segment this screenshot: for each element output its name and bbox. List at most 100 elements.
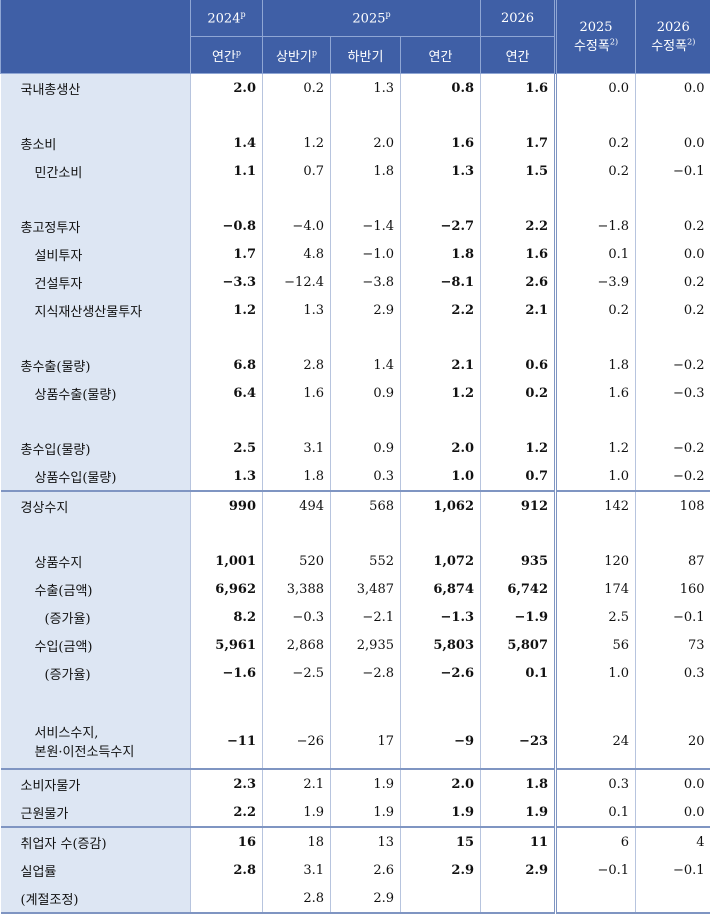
data-row: 소비자물가 2.3 2.1 1.9 2.0 1.8 0.3 0.0: [0, 768, 710, 798]
value-cell: 17: [330, 714, 401, 769]
value-cell: −9: [399, 714, 481, 769]
spacer-cell: [554, 185, 636, 212]
value-cell: 5,807: [480, 631, 556, 659]
value-cell: −2.6: [399, 659, 481, 687]
row-label: 근원물가: [0, 798, 191, 827]
spacer-cell: [480, 407, 556, 434]
data-row: 서비스수지, 본원·이전소득수지 −11 −26 17 −9 −23 24 20: [0, 714, 710, 769]
header-text: 수정폭: [573, 38, 610, 54]
row-label: 총수출(물량): [0, 351, 191, 379]
label-text: 총수출(물량): [20, 359, 91, 375]
value-cell: 0.0: [635, 768, 710, 798]
header-note: 2): [609, 37, 619, 47]
value-cell: 0.2: [554, 157, 636, 185]
value-cell: 4.8: [262, 240, 331, 268]
value-cell: 142: [554, 490, 636, 520]
spacer-cell: [554, 324, 636, 351]
value-cell: 0.8: [399, 73, 481, 102]
row-label: 건설투자: [0, 268, 191, 296]
data-row: 설비투자 1.7 4.8 −1.0 1.8 1.6 0.1 0.0: [0, 240, 710, 268]
row-label: 소비자물가: [0, 768, 191, 798]
value-cell: 1.2: [190, 296, 263, 324]
spacer-cell: [635, 185, 710, 212]
value-cell: 1.4: [330, 351, 401, 379]
value-cell: 56: [554, 631, 636, 659]
row-label: 민간소비: [0, 157, 191, 185]
value-cell: 2.2: [190, 798, 263, 827]
data-row: 총수입(물량) 2.5 3.1 0.9 2.0 1.2 1.2 −0.2: [0, 434, 710, 462]
value-cell: 4: [635, 826, 710, 856]
header-text: 수정폭: [651, 38, 688, 54]
value-cell: 1.8: [262, 462, 331, 491]
value-cell: 1.8: [480, 768, 556, 798]
spacer-cell: [554, 520, 636, 547]
value-cell: 0.3: [554, 768, 636, 798]
value-cell: 1.0: [554, 659, 636, 687]
spacer-cell: [0, 520, 191, 547]
data-row: 상품수입(물량) 1.3 1.8 0.3 1.0 0.7 1.0 −0.2: [0, 462, 710, 491]
value-cell: 1.6: [480, 73, 556, 102]
value-cell: 2,868: [262, 631, 331, 659]
value-cell: 174: [554, 575, 636, 603]
row-label: 경상수지: [0, 490, 191, 520]
value-cell: −4.0: [262, 212, 331, 240]
value-cell: −0.1: [635, 856, 710, 884]
data-row: 지식재산생산물투자 1.2 1.3 2.9 2.2 2.1 0.2 0.2: [0, 296, 710, 324]
value-cell: 2.8: [262, 351, 331, 379]
spacer-cell: [480, 520, 556, 547]
value-cell: 87: [635, 547, 710, 575]
spacer-cell: [330, 520, 401, 547]
header-text: 2026: [500, 10, 535, 26]
header-note: p: [311, 48, 317, 58]
table-body: 국내총생산 2.0 0.2 1.3 0.8 1.6 0.0 0.0 총소비 1.4 1.2 2.0 1.…: [0, 73, 710, 914]
label-text: 상품수지: [34, 555, 83, 571]
value-cell: 0.2: [635, 212, 710, 240]
label-text: 경상수지: [20, 500, 69, 516]
value-cell: [190, 884, 263, 914]
header-cell: 2024p: [190, 0, 263, 37]
value-cell: −3.8: [330, 268, 401, 296]
value-cell: 1.3: [190, 462, 263, 491]
value-cell: 2.8: [190, 856, 263, 884]
label-text: 취업자 수(증감): [20, 836, 107, 852]
value-cell: 2.1: [262, 768, 331, 798]
header-text: 2026: [656, 19, 690, 35]
value-cell: 1.4: [190, 129, 263, 157]
value-cell: 0.2: [554, 296, 636, 324]
header-corner: [0, 0, 191, 74]
value-cell: −0.1: [635, 603, 710, 631]
header-cell: 하반기: [330, 36, 401, 74]
spacer-cell: [262, 185, 331, 212]
value-cell: −26: [262, 714, 331, 769]
value-cell: −0.8: [190, 212, 263, 240]
value-cell: [635, 884, 710, 914]
spacer-row: [0, 407, 710, 434]
value-cell: −0.2: [635, 434, 710, 462]
value-cell: 1.3: [399, 157, 481, 185]
spacer-cell: [262, 520, 331, 547]
value-cell: 0.0: [635, 798, 710, 827]
header-cell: 연간: [399, 36, 481, 74]
data-row: 수입(금액) 5,961 2,868 2,935 5,803 5,807 56 73: [0, 631, 710, 659]
spacer-cell: [190, 102, 263, 129]
value-cell: 1.7: [190, 240, 263, 268]
value-cell: 3.1: [262, 856, 331, 884]
spacer-cell: [262, 324, 331, 351]
label-text: (증가율): [44, 611, 91, 627]
value-cell: 2.5: [554, 603, 636, 631]
value-cell: −1.4: [330, 212, 401, 240]
header-row: 연간p 상반기p 하반기 연간 연간: [1, 36, 710, 74]
label-text: 건설투자: [34, 276, 83, 292]
label-text: 상품수출(물량): [34, 387, 117, 403]
row-label: (계절조정): [0, 884, 191, 914]
spacer-row: [0, 102, 710, 129]
spacer-cell: [399, 102, 481, 129]
value-cell: 6,742: [480, 575, 556, 603]
value-cell: 2.2: [480, 212, 556, 240]
spacer-cell: [480, 185, 556, 212]
row-label: 설비투자: [0, 240, 191, 268]
spacer-cell: [0, 687, 191, 714]
spacer-cell: [0, 407, 191, 434]
header-text: 하반기: [347, 49, 384, 65]
